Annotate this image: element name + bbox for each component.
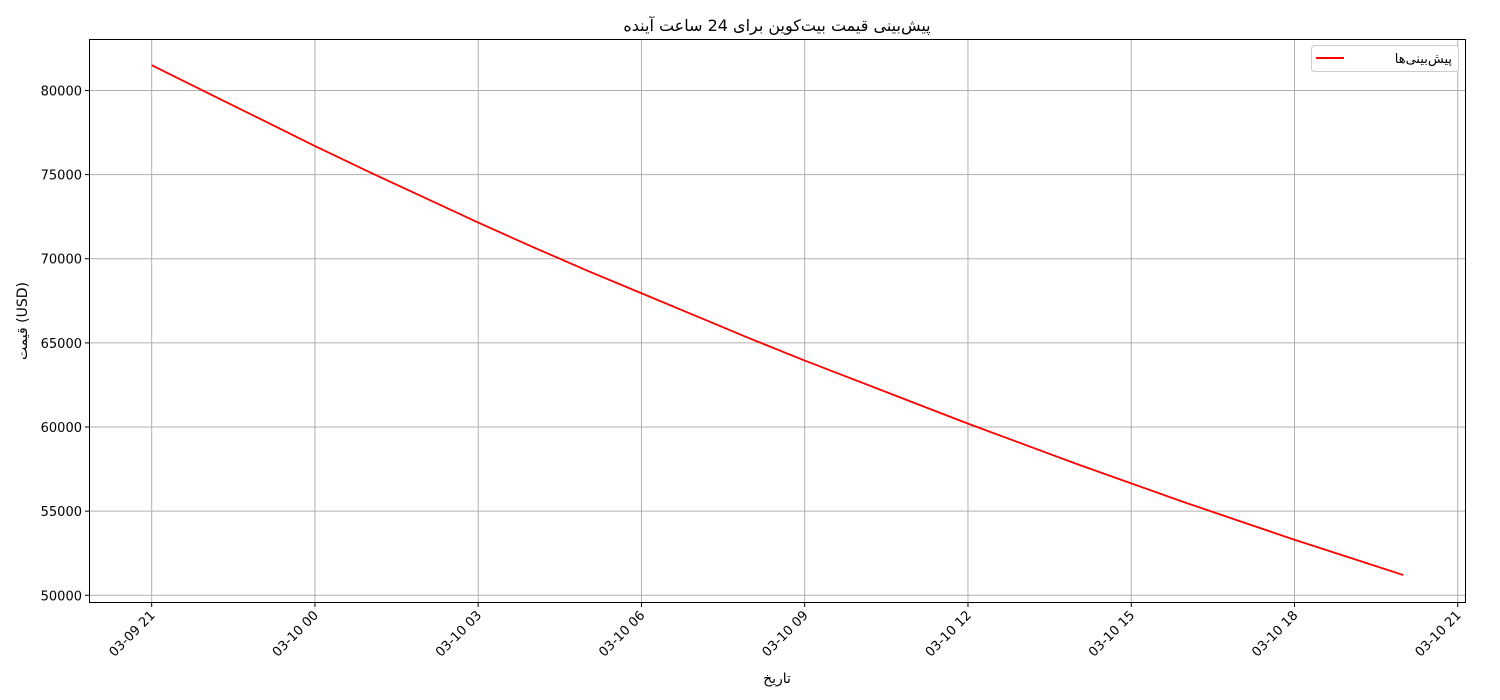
legend-box <box>1311 45 1459 72</box>
x-tick-label: 03-09 21 <box>107 608 159 660</box>
series-group <box>151 64 1404 576</box>
x-tick-label: 03-10 03 <box>433 608 485 660</box>
x-axis-label: تاریخ <box>763 671 791 687</box>
y-tick-label: 65000 <box>41 337 82 352</box>
grid-lines <box>90 40 1465 602</box>
y-tick-label: 60000 <box>41 421 82 436</box>
legend: پیش‌بینی‌ها <box>1311 45 1459 72</box>
x-tick-label: 03-10 09 <box>760 608 812 660</box>
x-tick-label: 03-10 06 <box>596 608 648 660</box>
x-tick-label: 03-10 15 <box>1086 608 1138 660</box>
y-tick-label: 80000 <box>41 84 82 99</box>
x-tick-label: 03-10 12 <box>923 608 975 660</box>
chart-title: پیش‌بینی قیمت بیت‌کوین برای 24 ساعت آیند… <box>623 16 930 36</box>
y-tick-label: 75000 <box>41 169 82 184</box>
y-axis-label: قیمت (USD) <box>15 282 31 360</box>
x-axis-ticks: 03-09 21 03-10 00 03-10 03 03-10 06 03-10 09… <box>107 602 1465 660</box>
x-tick-label: 03-10 21 <box>1413 608 1465 660</box>
y-tick-label: 70000 <box>41 253 82 268</box>
plot-frame <box>89 39 1466 603</box>
x-tick-label: 03-10 00 <box>270 608 322 660</box>
y-tick-label: 55000 <box>41 505 82 520</box>
series-line <box>151 64 1404 576</box>
legend-label: پیش‌بینی‌ها <box>1395 52 1453 67</box>
y-axis-ticks: 50000 55000 60000 65000 70000 75000 80000 <box>41 84 90 604</box>
y-tick-label: 50000 <box>41 589 82 604</box>
x-tick-label: 03-10 18 <box>1249 608 1301 660</box>
